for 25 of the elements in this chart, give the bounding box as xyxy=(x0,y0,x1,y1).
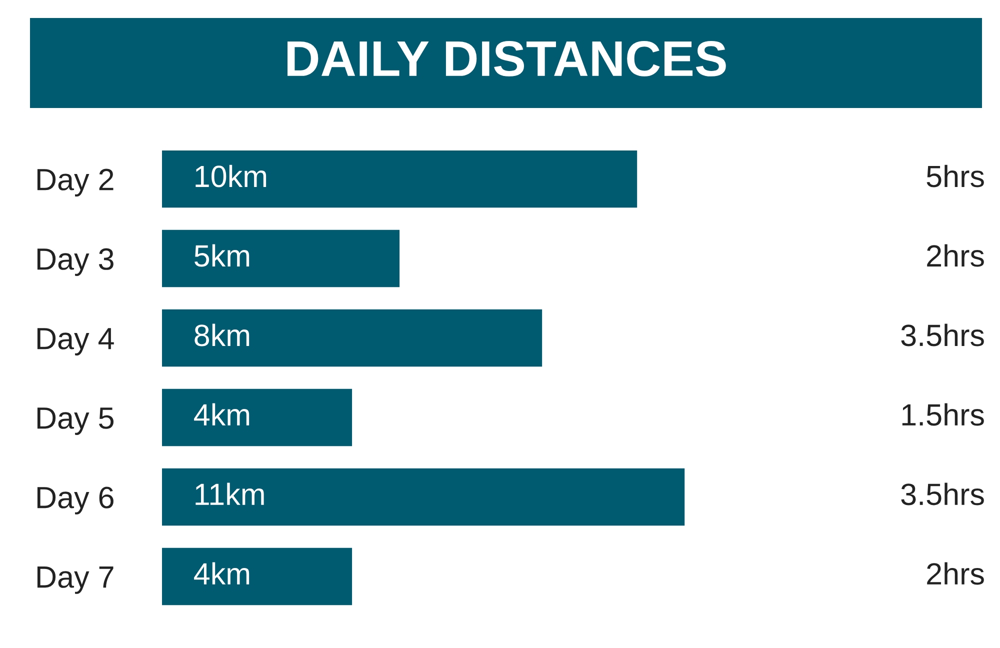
data-label: 10km xyxy=(196,164,266,188)
data-label: 4km xyxy=(194,403,250,426)
y-tick-label: Day 4 xyxy=(37,328,114,356)
y-tick-label: Day 2 xyxy=(37,168,114,196)
bar xyxy=(162,468,685,526)
text: 3.5hrs xyxy=(901,482,984,506)
data-label: 4km xyxy=(194,562,250,584)
bar xyxy=(162,230,400,288)
data-label: 11km xyxy=(196,482,264,505)
bar xyxy=(162,388,352,446)
bar xyxy=(162,309,542,367)
text: 1.5hrs xyxy=(902,403,984,426)
text: 3.5hrs xyxy=(901,324,984,346)
y-tick-label: Day 6 xyxy=(37,486,114,514)
bar xyxy=(162,548,352,606)
text: 5hrs xyxy=(926,164,984,188)
bar xyxy=(162,150,638,208)
text: 2hrs xyxy=(927,562,984,585)
data-label: 5km xyxy=(194,244,250,267)
data-label: 8km xyxy=(194,324,250,346)
text: 2hrs xyxy=(927,244,984,267)
y-tick-label: Day 5 xyxy=(37,408,114,435)
chart-title: DAILY DISTANCES xyxy=(288,41,726,76)
y-tick-label: Day 3 xyxy=(37,248,114,276)
y-tick-label: Day 7 xyxy=(37,566,114,594)
